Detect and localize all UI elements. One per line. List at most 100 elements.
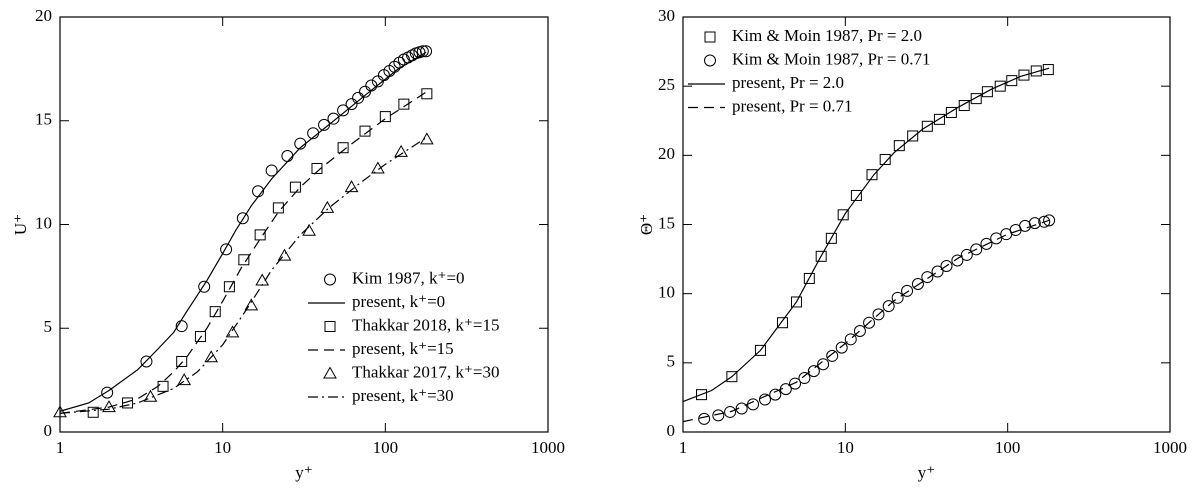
marker-circle: [327, 112, 340, 125]
marker-triangle: [53, 405, 67, 418]
marker-circle: [882, 300, 895, 313]
x-tick-label: 1000: [531, 438, 565, 457]
marker-circle: [835, 341, 848, 354]
marker-circle: [220, 243, 233, 256]
marker-circle: [265, 164, 278, 177]
y-axis-label: U⁺: [11, 214, 30, 235]
marker-square: [289, 181, 301, 193]
series-line: [59, 91, 428, 414]
y-tick-label: 10: [35, 213, 52, 232]
legend-label: present, k⁺=30: [352, 386, 454, 405]
marker-circle: [798, 372, 811, 385]
marker-square: [994, 80, 1006, 92]
marker-circle: [416, 45, 429, 58]
marker-circle: [236, 212, 249, 225]
marker-circle: [872, 308, 885, 321]
x-tick-label: 100: [373, 438, 399, 457]
marker-triangle: [394, 144, 408, 157]
marker-circle: [891, 291, 904, 304]
marker-square: [879, 153, 891, 165]
marker-square: [359, 125, 371, 137]
marker-triangle: [102, 400, 116, 413]
marker-circle: [698, 412, 711, 425]
x-tick-label: 1: [56, 438, 65, 457]
marker-circle: [990, 232, 1003, 245]
marker-triangle: [255, 273, 270, 286]
marker-circle: [175, 320, 188, 333]
marker-square: [893, 140, 905, 152]
marker-circle: [1043, 214, 1056, 227]
marker-circle: [724, 405, 737, 418]
marker-circle: [420, 45, 433, 58]
marker-square: [726, 371, 738, 383]
legend-marker: [704, 54, 716, 67]
marker-square: [970, 93, 982, 105]
marker-square: [790, 296, 802, 308]
marker-square: [398, 98, 410, 110]
legend-label: Kim & Moin 1987, Pr = 2.0: [732, 26, 922, 45]
marker-square: [157, 380, 169, 392]
marker-triangle: [244, 298, 259, 311]
y-tick-label: 5: [44, 317, 53, 336]
series-line: [59, 51, 427, 412]
marker-square: [825, 232, 837, 244]
legend-label: present, Pr = 0.71: [732, 96, 853, 115]
y-tick-label: 20: [658, 144, 675, 163]
marker-circle: [844, 333, 857, 346]
marker-square: [194, 331, 206, 343]
marker-square: [815, 250, 827, 262]
marker-circle: [140, 355, 153, 368]
marker-circle: [921, 271, 934, 284]
marker-circle: [365, 79, 378, 92]
marker-triangle: [344, 180, 359, 193]
marker-circle: [735, 402, 748, 415]
marker-triangle: [419, 132, 434, 145]
legend-label: Kim & Moin 1987, Pr = 0.71: [732, 49, 931, 68]
marker-circle: [826, 349, 839, 362]
marker-square: [945, 106, 957, 118]
x-axis-label: y⁺: [918, 463, 935, 482]
legend-marker: [704, 31, 716, 43]
marker-circle: [198, 280, 211, 293]
marker-square: [238, 254, 250, 266]
marker-square: [311, 162, 323, 174]
marker-circle: [101, 386, 114, 399]
marker-circle: [901, 284, 914, 297]
y-tick-label: 25: [658, 75, 675, 94]
marker-circle: [1038, 215, 1051, 228]
x-tick-label: 10: [214, 438, 231, 457]
marker-square: [1006, 75, 1018, 87]
marker-triangle: [320, 200, 335, 213]
marker-circle: [759, 393, 772, 406]
marker-circle: [931, 265, 944, 278]
marker-circle: [863, 316, 876, 329]
marker-circle: [345, 98, 358, 111]
marker-circle: [817, 358, 830, 371]
marker-circle: [281, 150, 294, 163]
marker-square: [223, 281, 235, 293]
marker-square: [87, 406, 99, 418]
marker-triangle: [204, 350, 219, 363]
marker-circle: [951, 254, 964, 267]
x-axis-label: y⁺: [295, 463, 312, 482]
y-tick-label: 10: [658, 283, 675, 302]
marker-circle: [789, 377, 802, 390]
series-line: [682, 219, 1050, 423]
marker-circle: [1019, 219, 1032, 232]
marker-circle: [769, 388, 782, 401]
marker-circle: [352, 91, 365, 104]
marker-square: [421, 88, 433, 100]
marker-triangle: [277, 248, 292, 261]
legend-label: Thakkar 2017, k⁺=30: [352, 362, 499, 381]
marker-square: [176, 355, 188, 367]
marker-square: [837, 209, 849, 221]
marker-square: [958, 100, 970, 112]
marker-square: [209, 306, 221, 318]
y-tick-label: 15: [658, 213, 675, 232]
x-tick-label: 10: [837, 438, 854, 457]
marker-circle: [970, 243, 983, 256]
legend-label: present, Pr = 2.0: [732, 73, 844, 92]
x-tick-label: 1000: [1153, 438, 1187, 457]
marker-square: [803, 272, 815, 284]
